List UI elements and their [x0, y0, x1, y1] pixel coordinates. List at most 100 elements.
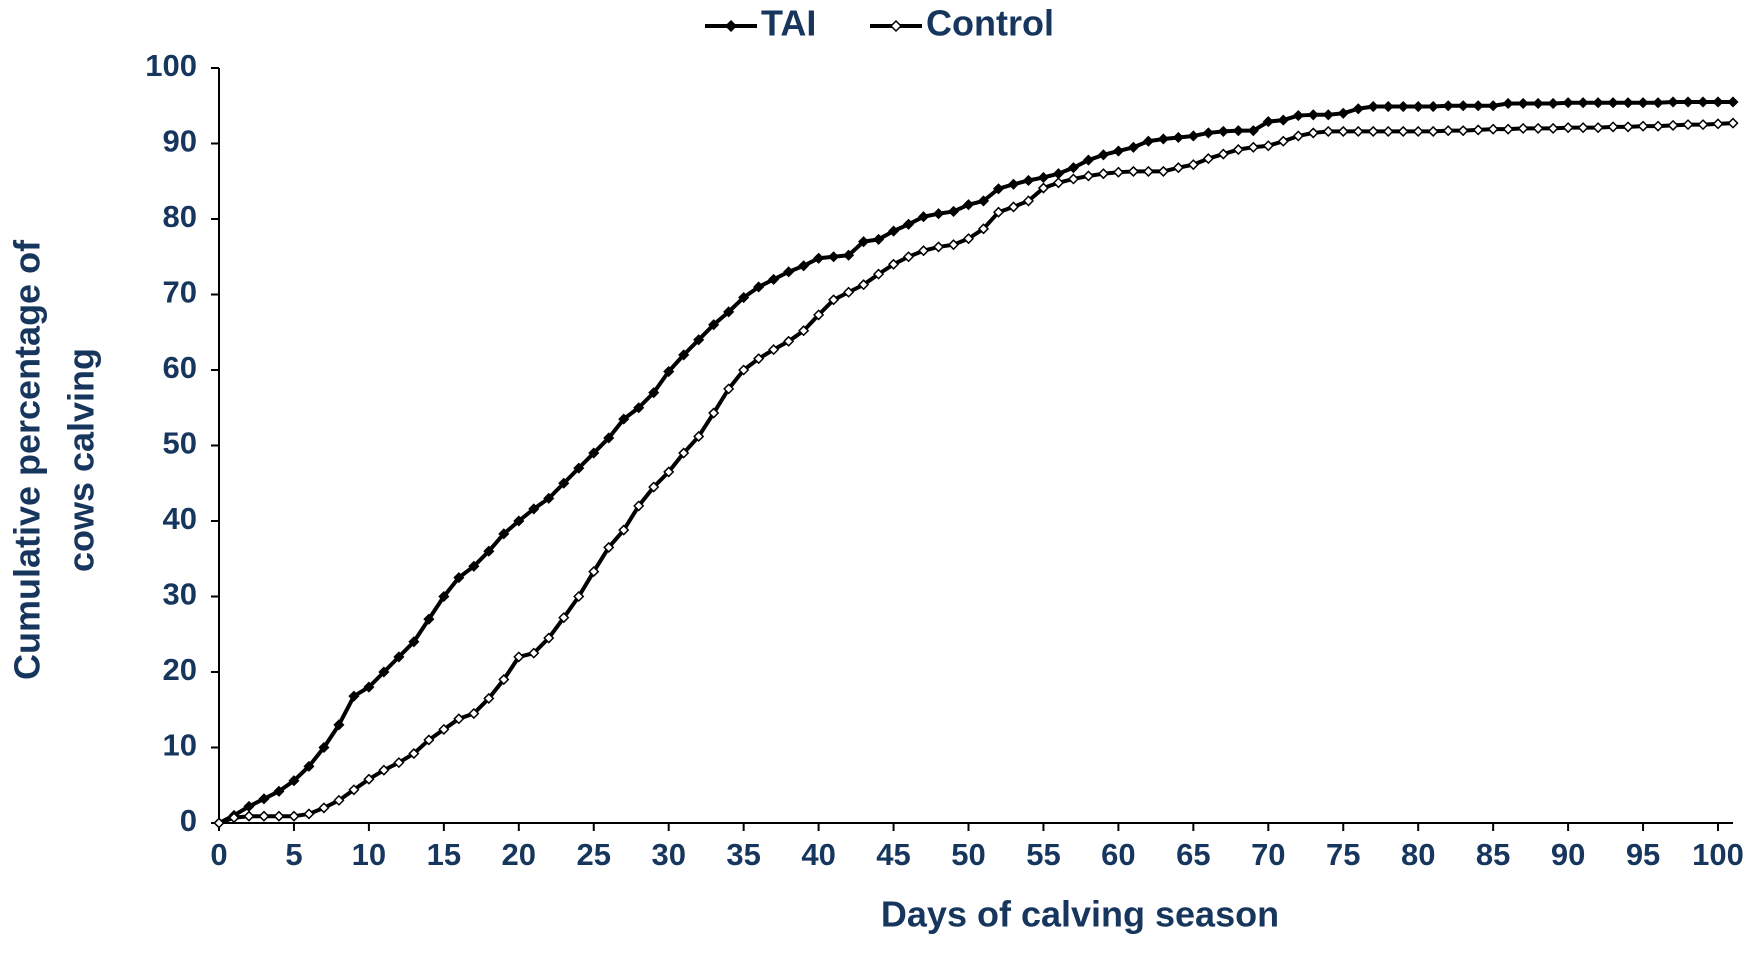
- data-point: [1022, 195, 1035, 207]
- data-point: [1277, 135, 1289, 147]
- data-point: [318, 741, 330, 754]
- data-point: [1292, 130, 1304, 142]
- data-point: [213, 817, 225, 829]
- x-tick-label: 90: [1551, 837, 1585, 872]
- legend-marker: [889, 19, 903, 33]
- data-point: [1337, 125, 1349, 137]
- data-point: [947, 205, 960, 218]
- x-tick-label: 20: [502, 837, 536, 872]
- data-point: [363, 773, 375, 785]
- data-point: [378, 764, 390, 776]
- data-point: [1352, 125, 1364, 137]
- x-tick-label: 50: [951, 837, 985, 872]
- data-point: [783, 335, 795, 347]
- data-point: [633, 402, 645, 414]
- data-point: [843, 249, 855, 261]
- data-point: [483, 545, 495, 557]
- data-point: [1187, 159, 1199, 171]
- data-point: [528, 503, 540, 515]
- y-tick-label: 50: [163, 426, 197, 461]
- data-point: [288, 810, 300, 822]
- legend-label: Control: [926, 3, 1054, 44]
- data-point: [393, 757, 405, 769]
- data-point: [618, 524, 630, 536]
- data-point: [783, 266, 795, 278]
- data-point: [1502, 97, 1514, 110]
- data-point: [1397, 125, 1409, 137]
- data-point: [1487, 123, 1499, 135]
- data-point: [1007, 178, 1020, 190]
- data-point: [1412, 100, 1424, 113]
- y-tick-label: 40: [163, 501, 197, 536]
- data-point: [1292, 110, 1304, 122]
- data-point: [873, 233, 885, 245]
- y-tick-label: 80: [163, 199, 197, 234]
- data-point: [1397, 100, 1409, 113]
- y-tick-label: 10: [163, 728, 197, 763]
- data-point: [1037, 171, 1050, 184]
- data-point: [1142, 135, 1154, 147]
- data-point: [558, 477, 570, 489]
- data-point: [843, 286, 855, 298]
- data-point: [678, 349, 690, 361]
- data-point: [318, 802, 330, 814]
- data-point: [273, 810, 285, 822]
- data-point: [1052, 177, 1065, 189]
- data-point: [693, 334, 705, 346]
- data-point: [543, 632, 555, 644]
- data-point: [1007, 201, 1020, 213]
- data-point: [1652, 120, 1664, 132]
- data-point: [1232, 125, 1244, 137]
- data-point: [228, 812, 240, 824]
- data-point: [273, 785, 285, 797]
- data-point: [528, 647, 540, 659]
- data-point: [498, 673, 510, 686]
- data-point: [1562, 97, 1574, 109]
- data-point: [648, 481, 660, 493]
- data-point: [1382, 100, 1394, 113]
- data-point: [1172, 131, 1184, 144]
- data-point: [1097, 149, 1109, 161]
- data-point: [1307, 127, 1319, 139]
- data-point: [1442, 100, 1454, 112]
- data-point: [1697, 119, 1709, 131]
- data-point: [1112, 145, 1124, 157]
- data-point: [1217, 148, 1229, 160]
- x-tick-label: 55: [1026, 837, 1060, 872]
- x-tick-label: 5: [285, 837, 302, 872]
- data-point: [513, 515, 525, 527]
- data-point: [648, 387, 660, 399]
- data-point: [453, 713, 465, 725]
- data-point: [1367, 100, 1379, 113]
- data-point: [1637, 120, 1649, 132]
- x-tick-label: 45: [876, 837, 910, 872]
- data-point: [723, 383, 735, 395]
- data-point: [1607, 97, 1619, 109]
- data-point: [1337, 107, 1349, 119]
- x-tick-label: 35: [726, 837, 760, 872]
- data-point: [258, 810, 270, 822]
- data-point: [1112, 166, 1124, 178]
- data-point: [1082, 170, 1094, 182]
- data-point: [378, 666, 390, 678]
- data-point: [453, 572, 465, 584]
- data-point: [1082, 154, 1094, 166]
- data-point: [693, 430, 705, 443]
- data-point: [408, 636, 420, 648]
- data-point: [1202, 127, 1214, 139]
- data-point: [992, 206, 1005, 218]
- data-point: [738, 291, 750, 304]
- x-tick-label: 25: [577, 837, 611, 872]
- data-point: [1457, 125, 1469, 137]
- data-point: [1307, 109, 1319, 121]
- data-point: [678, 447, 690, 459]
- y-tick-label: 100: [145, 48, 197, 83]
- data-point: [1697, 96, 1709, 108]
- data-point: [858, 279, 870, 291]
- data-point: [1127, 165, 1139, 177]
- y-axis-title: Cumulative percentage of: [7, 239, 48, 680]
- data-point: [828, 294, 840, 306]
- data-point: [708, 407, 720, 419]
- data-point: [1592, 97, 1604, 109]
- legend-label: TAI: [761, 3, 816, 44]
